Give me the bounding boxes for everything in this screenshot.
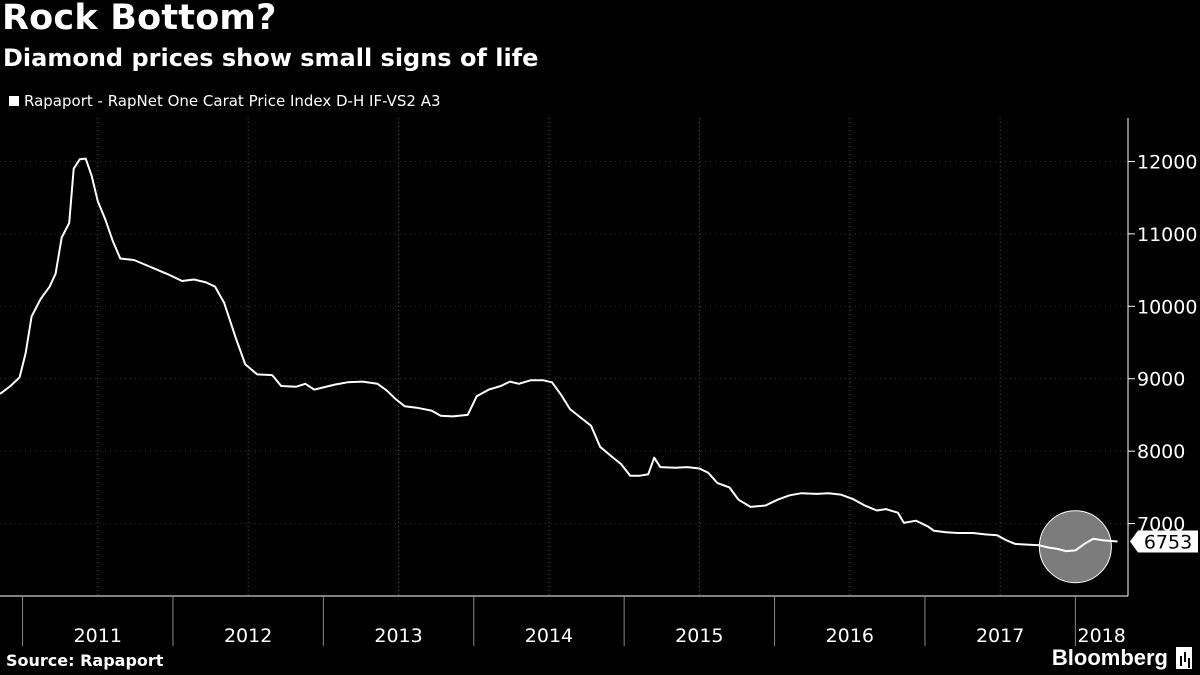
x-tick-label-2012: 2012 bbox=[224, 625, 272, 647]
last-value-label: 6753 bbox=[1144, 531, 1192, 553]
y-tick-label-12000: 12000 bbox=[1137, 151, 1197, 173]
x-tick-label-2011: 2011 bbox=[74, 625, 122, 647]
source-note: Source: Rapaport bbox=[6, 651, 164, 670]
y-tick-label-9000: 9000 bbox=[1137, 369, 1185, 391]
brand-logo: Bloomberg bbox=[1052, 645, 1192, 671]
x-tick-label-2016: 2016 bbox=[826, 625, 874, 647]
x-tick-label-2017: 2017 bbox=[976, 625, 1024, 647]
brand-name: Bloomberg bbox=[1051, 645, 1168, 670]
highlight-circle bbox=[1038, 510, 1112, 584]
legend: Rapaport - RapNet One Carat Price Index … bbox=[9, 92, 441, 110]
series-line-0 bbox=[0, 157, 1118, 553]
x-tick-label-2013: 2013 bbox=[374, 625, 422, 647]
x-tick-label-2014: 2014 bbox=[525, 625, 573, 647]
x-tick-label-2018: 2018 bbox=[1078, 625, 1126, 647]
chart-title: Rock Bottom? bbox=[2, 0, 277, 38]
y-tick-label-8000: 8000 bbox=[1137, 441, 1185, 463]
y-tick-label-7000: 7000 bbox=[1137, 514, 1185, 536]
bloomberg-terminal-icon bbox=[1176, 647, 1192, 669]
chart-subtitle: Diamond prices show small signs of life bbox=[3, 44, 539, 72]
y-tick-label-10000: 10000 bbox=[1137, 296, 1197, 318]
legend-swatch bbox=[9, 96, 19, 106]
last-value-callout bbox=[1130, 530, 1198, 553]
x-tick-label-2015: 2015 bbox=[675, 625, 723, 647]
y-tick-label-11000: 11000 bbox=[1137, 224, 1197, 246]
legend-label: Rapaport - RapNet One Carat Price Index … bbox=[24, 92, 441, 110]
